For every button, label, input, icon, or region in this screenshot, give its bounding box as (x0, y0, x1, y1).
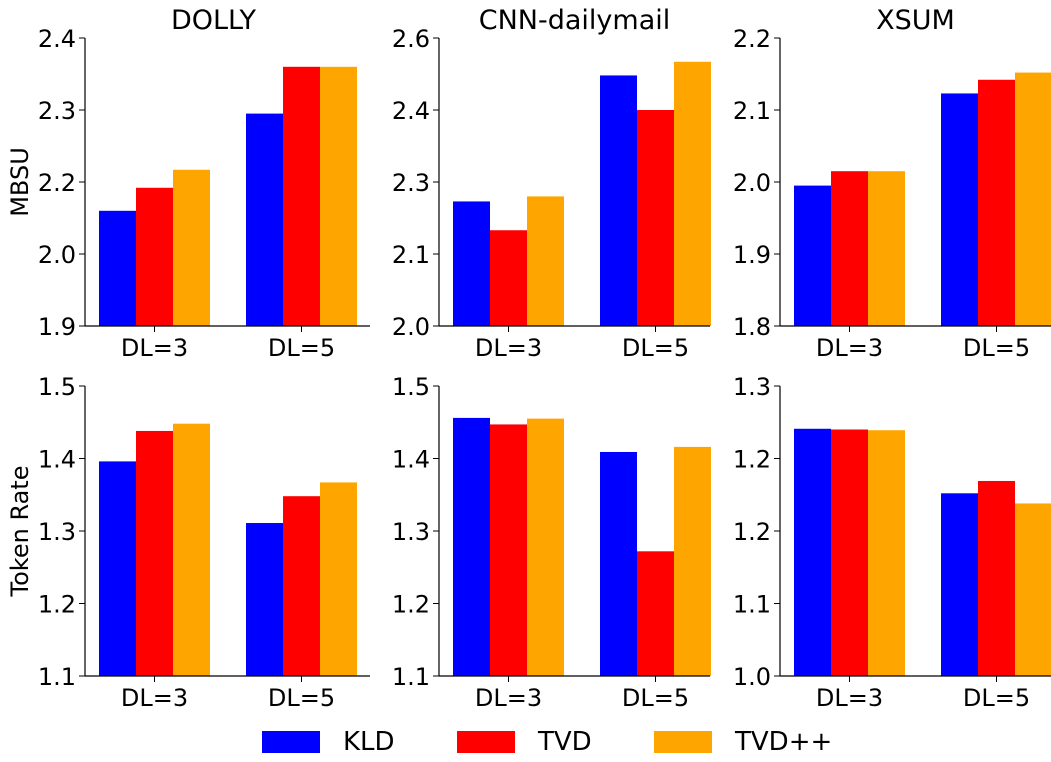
bar-p3-dl3-kld (794, 185, 831, 326)
y-tick-label-p3-4: 2.2 (733, 25, 771, 53)
legend-item-tvd: TVD (457, 722, 592, 762)
bar-p4-dl3-kld (99, 461, 136, 676)
panel-title-p2: CNN-dailymail (479, 5, 671, 36)
y-tick-label-p5-0: 1.1 (392, 663, 430, 691)
x-tick-label-p5-1: DL=5 (622, 684, 689, 712)
y-tick-label-p4-3: 1.4 (38, 446, 76, 474)
bar-p2-dl3-tvdpp (527, 196, 564, 326)
y-tick-label-p3-0: 1.8 (733, 313, 771, 341)
y-tick-label-p5-1: 1.2 (392, 591, 430, 619)
y-tick-label-p5-4: 1.5 (392, 373, 430, 401)
y-tick-label-p2-1: 2.1 (392, 241, 430, 269)
y-tick-label-p3-2: 2.0 (733, 169, 771, 197)
bar-p6-dl5-tvdpp (1015, 503, 1051, 676)
x-tick-label-p5-0: DL=3 (475, 684, 542, 712)
y-axis-label-p1: MBSU (6, 147, 34, 217)
y-tick-label-p2-2: 2.3 (392, 169, 430, 197)
y-tick-label-p6-0: 1.0 (733, 663, 771, 691)
x-tick-label-p2-1: DL=5 (622, 334, 689, 362)
x-tick-label-p2-0: DL=3 (475, 334, 542, 362)
bar-p1-dl5-tvd (283, 66, 320, 327)
y-tick-label-p5-3: 1.4 (392, 446, 430, 474)
y-tick-label-p2-4: 2.6 (392, 25, 430, 53)
y-tick-label-p5-2: 1.3 (392, 518, 430, 546)
legend-swatch-tvd (457, 731, 515, 753)
legend-label-tvd: TVD (538, 727, 592, 757)
bar-p6-dl3-tvdpp (868, 430, 905, 676)
bar-p6-dl3-tvd (831, 429, 868, 676)
bar-p5-dl5-kld (600, 451, 637, 676)
y-tick-label-p2-3: 2.4 (392, 97, 430, 125)
x-tick-label-p3-0: DL=3 (816, 334, 883, 362)
x-tick-label-p6-0: DL=3 (816, 684, 883, 712)
bar-p5-dl3-kld (453, 417, 490, 676)
panel-title-p1: DOLLY (171, 5, 257, 36)
y-tick-label-p3-1: 1.9 (733, 241, 771, 269)
y-tick-label-p3-3: 2.1 (733, 97, 771, 125)
bar-p4-dl5-tvdpp (320, 482, 357, 676)
bar-p2-dl5-tvdpp (674, 61, 711, 326)
y-tick-label-p6-4: 1.3 (733, 373, 771, 401)
bar-p3-dl5-tvd (978, 79, 1015, 326)
y-tick-label-p4-1: 1.2 (38, 591, 76, 619)
bar-p3-dl5-tvdpp (1015, 72, 1051, 326)
bar-p3-dl3-tvdpp (868, 171, 905, 326)
bar-p5-dl5-tvdpp (674, 446, 711, 676)
y-axis-label-p4: Token Rate (6, 466, 34, 598)
x-tick-label-p4-1: DL=5 (268, 684, 335, 712)
x-tick-label-p1-1: DL=5 (268, 334, 335, 362)
bar-p5-dl3-tvd (490, 424, 527, 676)
y-tick-label-p6-2: 1.2 (733, 518, 771, 546)
legend-swatch-tvdpp (654, 731, 712, 753)
bar-p4-dl3-tvd (136, 430, 173, 676)
y-tick-label-p1-2: 2.2 (38, 169, 76, 197)
y-tick-label-p6-3: 1.2 (733, 446, 771, 474)
y-tick-label-p1-3: 2.3 (38, 97, 76, 125)
bar-p1-dl5-tvdpp (320, 66, 357, 327)
bar-p6-dl5-tvd (978, 480, 1015, 676)
legend-item-kld: KLD (262, 722, 395, 762)
bar-p2-dl3-kld (453, 201, 490, 326)
x-tick-label-p1-0: DL=3 (121, 334, 188, 362)
legend-item-tvdpp: TVD++ (654, 722, 832, 762)
y-tick-label-p1-1: 2.0 (38, 241, 76, 269)
bar-p1-dl3-tvdpp (173, 169, 210, 326)
bar-p1-dl3-kld (99, 210, 136, 326)
y-tick-label-p4-4: 1.5 (38, 373, 76, 401)
bar-p2-dl5-tvd (637, 110, 674, 326)
bar-p4-dl5-kld (246, 523, 283, 676)
y-tick-label-p2-0: 2.0 (392, 313, 430, 341)
bar-p2-dl5-kld (600, 75, 637, 326)
x-tick-label-p4-0: DL=3 (121, 684, 188, 712)
bar-p2-dl3-tvd (490, 230, 527, 326)
bar-p1-dl3-tvd (136, 187, 173, 326)
x-tick-label-p6-1: DL=5 (963, 684, 1030, 712)
y-tick-label-p6-1: 1.1 (733, 591, 771, 619)
bar-p1-dl5-kld (246, 113, 283, 326)
bar-p4-dl5-tvd (283, 496, 320, 676)
bar-p6-dl5-kld (941, 493, 978, 676)
bar-p3-dl3-tvd (831, 171, 868, 326)
y-tick-label-p1-0: 1.9 (38, 313, 76, 341)
y-tick-label-p4-0: 1.1 (38, 663, 76, 691)
bar-p3-dl5-kld (941, 93, 978, 326)
legend: KLD TVD TVD++ (0, 722, 1051, 762)
bar-p4-dl3-tvdpp (173, 423, 210, 676)
panel-title-p3: XSUM (876, 5, 955, 36)
legend-label-kld: KLD (343, 727, 395, 757)
bar-p5-dl5-tvd (637, 551, 674, 676)
y-tick-label-p4-2: 1.3 (38, 518, 76, 546)
legend-swatch-kld (262, 731, 320, 753)
bar-p5-dl3-tvdpp (527, 418, 564, 676)
legend-label-tvdpp: TVD++ (735, 727, 833, 757)
y-tick-label-p1-4: 2.4 (38, 25, 76, 53)
bar-p6-dl3-kld (794, 428, 831, 676)
x-tick-label-p3-1: DL=5 (963, 334, 1030, 362)
